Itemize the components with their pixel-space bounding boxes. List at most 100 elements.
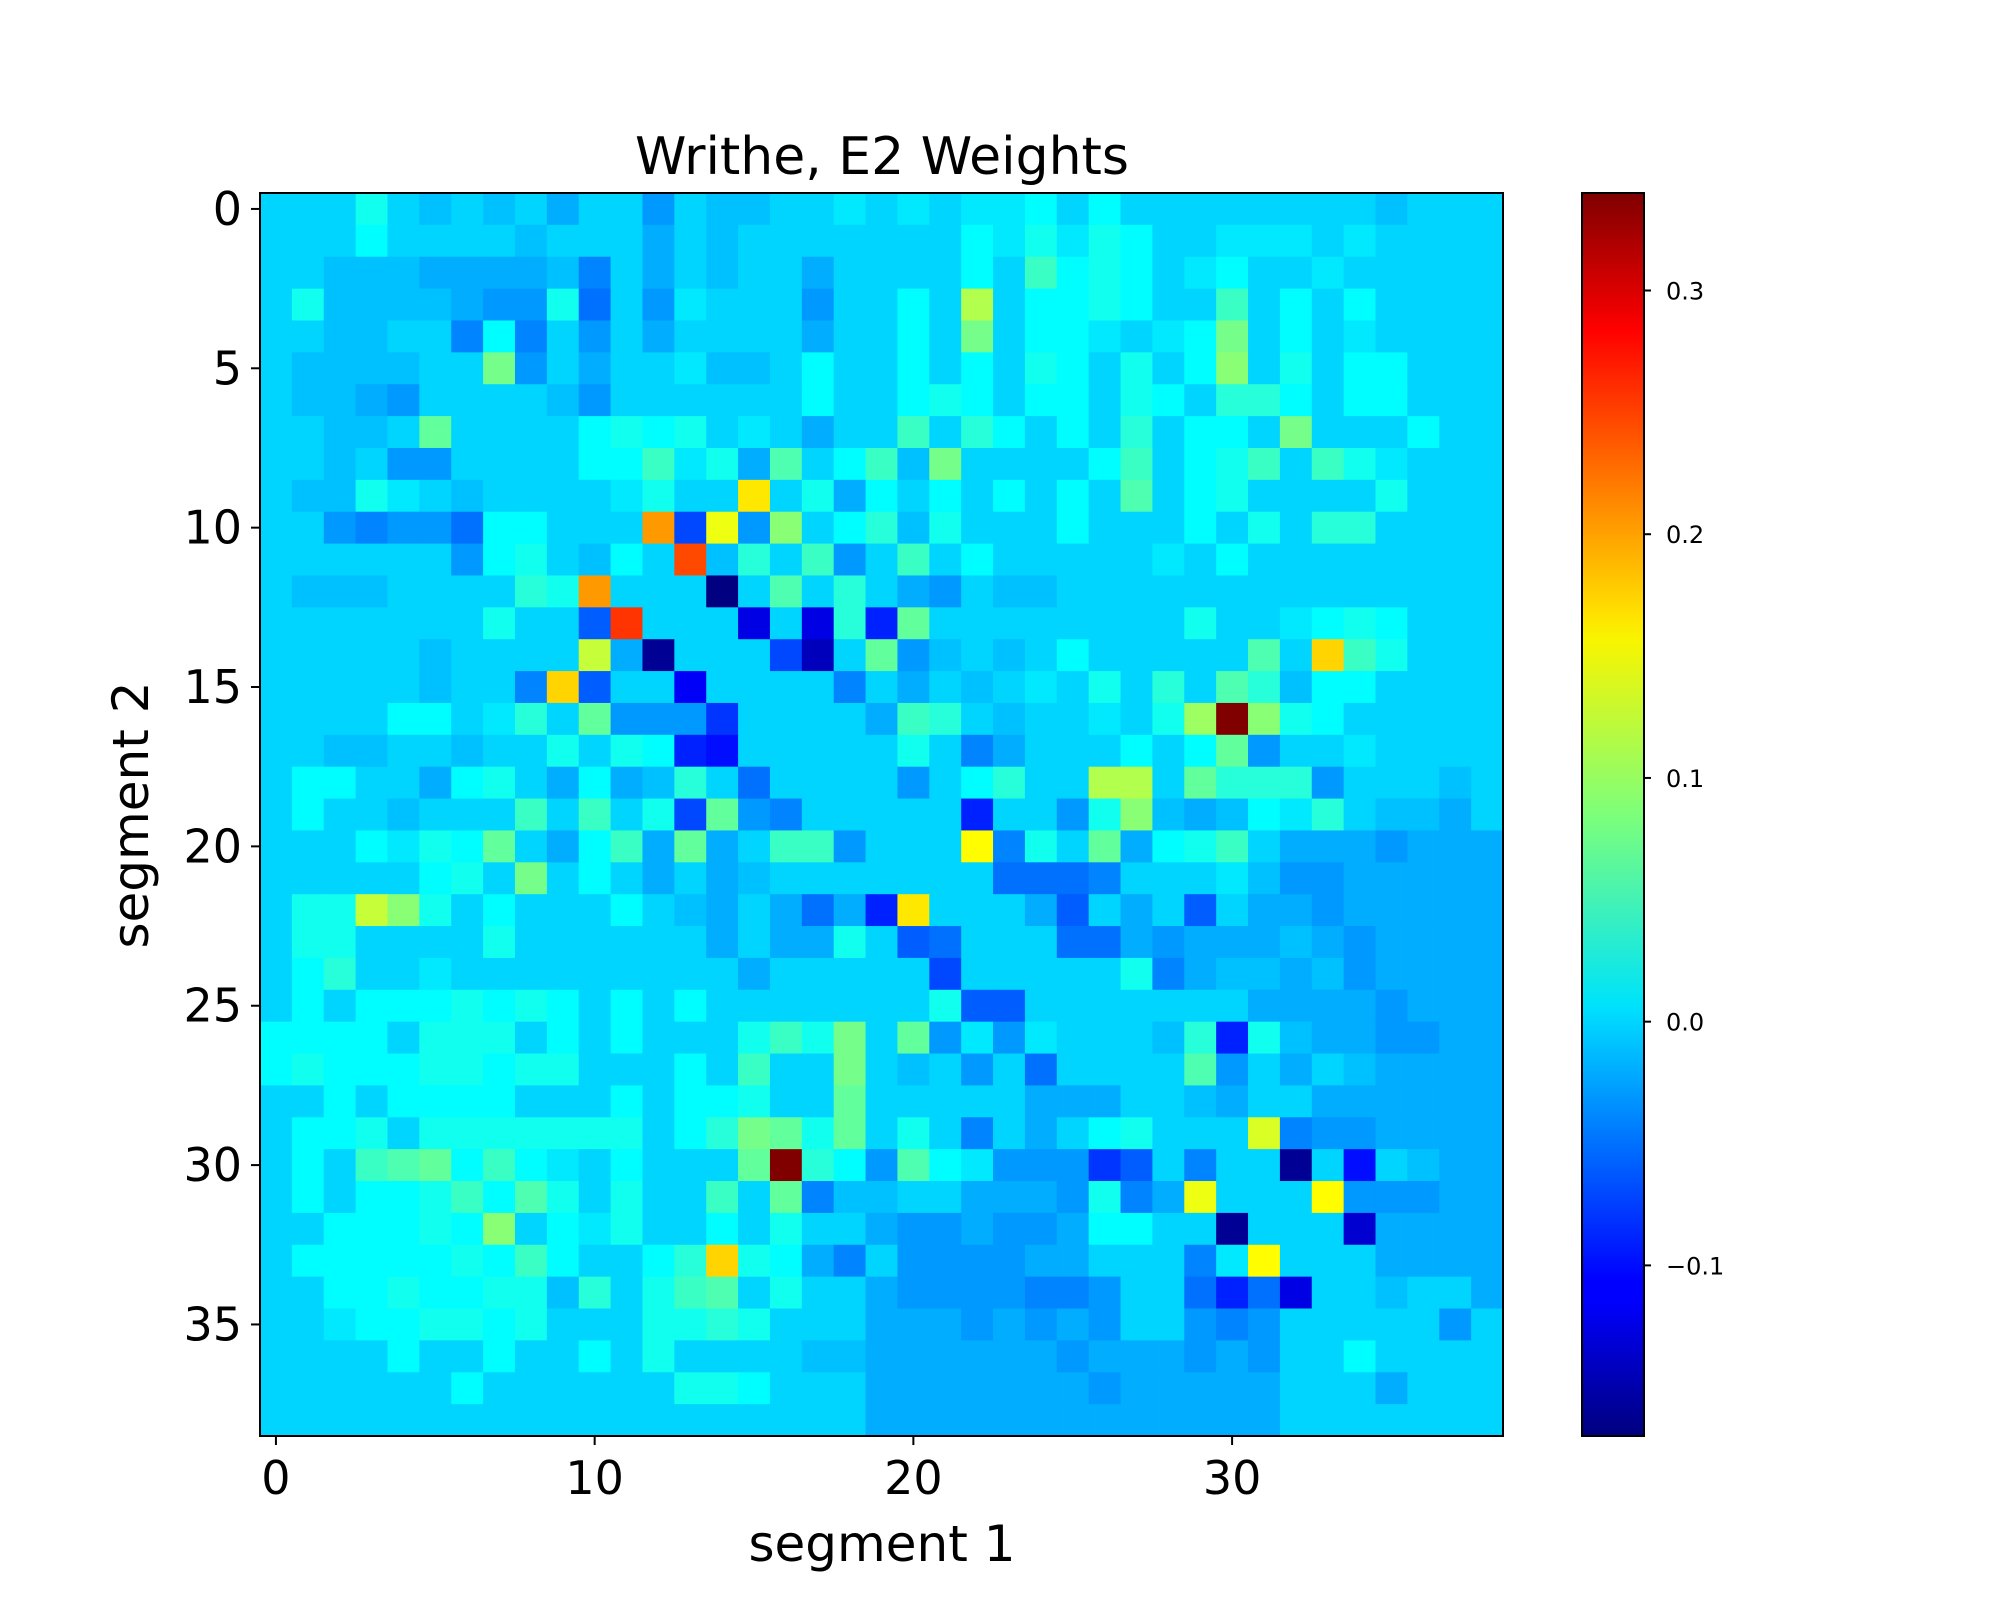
heatmap-cell [355, 479, 389, 513]
heatmap-cell [929, 352, 962, 385]
heatmap-cell [1311, 1149, 1345, 1182]
heatmap-cell [1343, 957, 1377, 991]
heatmap-cell [1279, 1244, 1313, 1278]
heatmap-cell [1120, 1372, 1154, 1405]
heatmap-cell [546, 256, 580, 290]
heatmap-cell [323, 511, 357, 545]
heatmap-cell [1184, 989, 1217, 1023]
heatmap-cell [929, 575, 962, 608]
heatmap-cell [961, 894, 994, 927]
heatmap-cell [578, 447, 612, 481]
heatmap-cell [1088, 926, 1122, 959]
heatmap-cell [451, 989, 484, 1023]
heatmap-cell [291, 734, 325, 768]
heatmap-cell [610, 1181, 644, 1214]
heatmap-cell [1216, 1372, 1249, 1405]
heatmap-cell [1056, 766, 1090, 800]
heatmap-cell [355, 575, 389, 608]
heatmap-cell [1439, 384, 1472, 417]
heatmap-cell [801, 702, 835, 736]
heatmap-cell [291, 1212, 325, 1246]
heatmap-cell [323, 447, 357, 481]
heatmap-cell [291, 671, 325, 704]
heatmap-cell [769, 1117, 803, 1150]
heatmap-cell [1407, 607, 1440, 640]
heatmap-cell [578, 193, 612, 226]
heatmap-cell [897, 1053, 930, 1087]
heatmap-cell [1471, 798, 1504, 832]
heatmap-cell [1375, 1340, 1408, 1373]
heatmap-cell [1248, 798, 1281, 832]
heatmap-cell [1343, 1021, 1377, 1055]
heatmap-cell [1248, 352, 1281, 385]
heatmap-cell [1152, 734, 1185, 768]
heatmap-cell [1024, 193, 1058, 226]
heatmap-cell [323, 1308, 357, 1341]
heatmap-cell [642, 447, 675, 481]
heatmap-cell [1439, 575, 1472, 608]
heatmap-cell [355, 607, 389, 640]
heatmap-cell [897, 1021, 930, 1055]
heatmap-cell [1279, 766, 1313, 800]
heatmap-cell [451, 416, 484, 449]
heatmap-cell [706, 1117, 739, 1150]
heatmap-cell [1439, 511, 1472, 545]
heatmap-cell [355, 1308, 389, 1341]
heatmap-cell [546, 607, 580, 640]
heatmap-cell [1343, 1212, 1377, 1246]
heatmap-cell [387, 1372, 420, 1405]
heatmap-cell [610, 639, 644, 672]
heatmap-cell [897, 1372, 930, 1405]
heatmap-cell [483, 1372, 516, 1405]
heatmap-cell [355, 1212, 389, 1246]
heatmap-cell [1184, 224, 1217, 258]
heatmap-cell [1216, 479, 1249, 513]
heatmap-cell [961, 1372, 994, 1405]
heatmap-cell [706, 957, 739, 991]
heatmap-cell [483, 1181, 516, 1214]
heatmap-cell [1120, 1404, 1154, 1437]
heatmap-cell [1279, 926, 1313, 959]
heatmap-cell [801, 352, 835, 385]
heatmap-cell [1152, 1212, 1185, 1246]
heatmap-cell [1024, 543, 1058, 577]
heatmap-cell [451, 384, 484, 417]
heatmap-cell [674, 416, 707, 449]
heatmap-cell [769, 511, 803, 545]
heatmap-cell [1056, 1021, 1090, 1055]
heatmap-cell [291, 1117, 325, 1150]
heatmap-cell [1120, 447, 1154, 481]
heatmap-cell [483, 1404, 516, 1437]
heatmap-cell [1279, 479, 1313, 513]
heatmap-cell [1343, 734, 1377, 768]
heatmap-cell [514, 894, 548, 927]
heatmap-cell [1248, 989, 1281, 1023]
heatmap-cell [674, 702, 707, 736]
heatmap-cell [1311, 1372, 1345, 1405]
heatmap-cell [706, 734, 739, 768]
heatmap-cell [642, 1085, 675, 1118]
heatmap-cell [419, 511, 452, 545]
heatmap-cell [865, 1340, 899, 1373]
heatmap-cell [1024, 1149, 1058, 1182]
heatmap-cell [1056, 798, 1090, 832]
heatmap-cell [1311, 352, 1345, 385]
heatmap-cell [546, 511, 580, 545]
heatmap-cell [1056, 1372, 1090, 1405]
heatmap-cell [642, 1149, 675, 1182]
heatmap-cell [451, 798, 484, 832]
heatmap-cell [514, 1340, 548, 1373]
heatmap-cell [897, 193, 930, 226]
heatmap-cell [1439, 416, 1472, 449]
heatmap-cell [769, 193, 803, 226]
heatmap-cell [514, 734, 548, 768]
heatmap-cell [674, 639, 707, 672]
heatmap-cell [578, 511, 612, 545]
heatmap-cell [546, 193, 580, 226]
colorbar-tick-label: 0.2 [1666, 521, 1704, 549]
heatmap-cell [419, 1085, 452, 1118]
heatmap-cell [260, 1117, 293, 1150]
heatmap-cell [578, 1276, 612, 1310]
heatmap-cell [1024, 1372, 1058, 1405]
heatmap-cell [610, 671, 644, 704]
